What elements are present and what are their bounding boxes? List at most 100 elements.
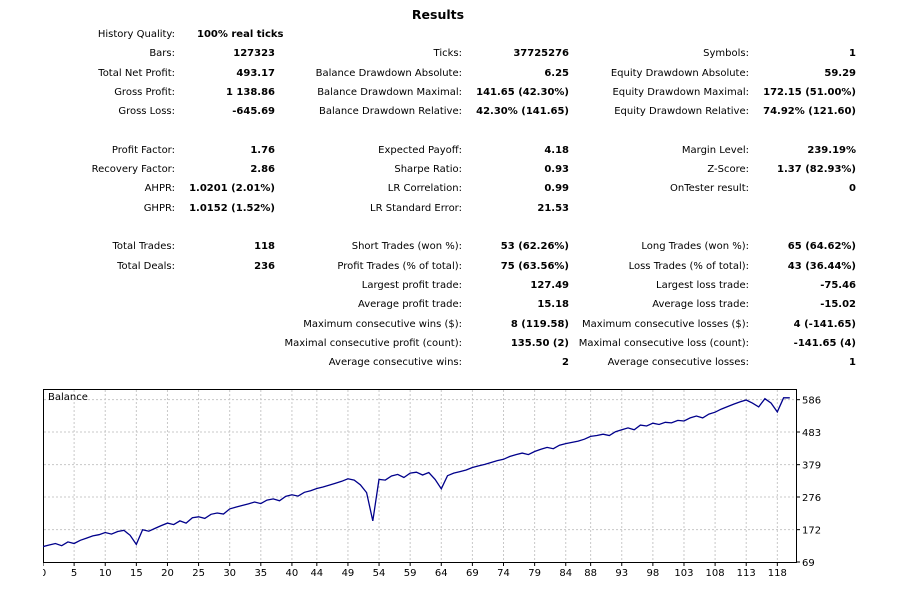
c2-value: 21.53 bbox=[537, 202, 569, 214]
history-quality-value: 100% real ticks bbox=[197, 29, 284, 40]
c2-value: 0.93 bbox=[544, 164, 569, 176]
results-row: Average profit trade: 15.18 Average loss t… bbox=[0, 298, 900, 312]
chart-plot-frame bbox=[43, 389, 797, 563]
x-tick-label: 35 bbox=[254, 568, 267, 579]
c1-label: GHPR: bbox=[143, 202, 175, 214]
c1-value: 2.86 bbox=[250, 164, 275, 176]
c3-value: 59.29 bbox=[824, 67, 856, 79]
x-tick-label: 10 bbox=[99, 568, 112, 579]
results-row: Total Deals: 236 Profit Trades (% of total… bbox=[0, 260, 900, 274]
c2-value: 127.49 bbox=[530, 279, 569, 291]
c3-label: Symbols: bbox=[703, 48, 749, 60]
c3-label: Average consecutive losses: bbox=[607, 357, 749, 369]
c3-value: 65 (64.62%) bbox=[787, 241, 856, 253]
c3-value: 4 (-141.65) bbox=[793, 318, 856, 330]
c3-label: Maximum consecutive losses ($): bbox=[582, 318, 749, 330]
c2-value: 4.18 bbox=[544, 144, 569, 156]
c2-label: Short Trades (won %): bbox=[351, 241, 462, 253]
x-tick-label: 64 bbox=[435, 568, 448, 579]
c1-label: Total Deals: bbox=[117, 260, 175, 272]
c3-value: 172.15 (51.00%) bbox=[763, 86, 856, 98]
c1-value: 236 bbox=[254, 260, 275, 272]
c1-value: 1.0201 (2.01%) bbox=[189, 183, 275, 195]
c3-value: 43 (36.44%) bbox=[787, 260, 856, 272]
results-row: Gross Loss: -645.69 Balance Drawdown Relat… bbox=[0, 105, 900, 119]
x-tick-label: 69 bbox=[466, 568, 479, 579]
c3-label: Z-Score: bbox=[707, 164, 749, 176]
c3-value: -75.46 bbox=[820, 279, 856, 291]
c3-value: 0 bbox=[849, 183, 856, 195]
c2-label: Average consecutive wins: bbox=[328, 357, 462, 369]
x-tick-label: 0 bbox=[43, 568, 46, 579]
c2-label: Expected Payoff: bbox=[378, 144, 462, 156]
c3-value: 74.92% (121.60) bbox=[763, 106, 856, 118]
c1-value: 1 138.86 bbox=[225, 86, 275, 98]
x-axis: 0 5 10 15 20 25 30 35 40 44 49 54 59 64 69 74 79 84 88 93 98… bbox=[43, 562, 787, 579]
c2-label: Balance Drawdown Relative: bbox=[318, 106, 462, 118]
c1-label: Gross Loss: bbox=[118, 106, 175, 118]
c3-value: 1.37 (82.93%) bbox=[777, 164, 856, 176]
c2-value: 53 (62.26%) bbox=[500, 241, 569, 253]
x-tick-label: 108 bbox=[706, 568, 725, 579]
c3-value: -141.65 (4) bbox=[793, 337, 856, 349]
x-tick-label: 79 bbox=[528, 568, 541, 579]
x-tick-label: 20 bbox=[161, 568, 174, 579]
y-tick-label: 586 bbox=[802, 396, 821, 407]
x-tick-label: 74 bbox=[497, 568, 510, 579]
c2-value: 37725276 bbox=[513, 48, 569, 60]
x-tick-label: 54 bbox=[373, 568, 386, 579]
c2-value: 8 (119.58) bbox=[510, 318, 569, 330]
c3-value: 1 bbox=[849, 48, 856, 60]
c1-label: Recovery Factor: bbox=[91, 164, 175, 176]
c2-value: 75 (63.56%) bbox=[500, 260, 569, 272]
c1-value: 1.0152 (1.52%) bbox=[189, 202, 275, 214]
c2-value: 0.99 bbox=[544, 183, 569, 195]
c2-value: 6.25 bbox=[544, 67, 569, 79]
c3-label: Equity Drawdown Maximal: bbox=[612, 86, 749, 98]
c1-label: Gross Profit: bbox=[114, 86, 175, 98]
results-row: Bars: 127323 Ticks: 37725276 Symbols: 1 bbox=[0, 47, 900, 61]
results-row: Largest profit trade: 127.49 Largest loss … bbox=[0, 279, 900, 293]
c1-label: Total Net Profit: bbox=[98, 67, 175, 79]
history-quality-row: History Quality: 100% real ticks bbox=[0, 28, 900, 42]
c2-label: LR Standard Error: bbox=[370, 202, 462, 214]
results-row: Total Net Profit: 493.17 Balance Drawdown … bbox=[0, 67, 900, 81]
x-tick-label: 30 bbox=[223, 568, 236, 579]
c3-label: Margin Level: bbox=[681, 144, 749, 156]
c3-label: Maximal consecutive loss (count): bbox=[578, 337, 749, 349]
chart-grid bbox=[44, 390, 796, 562]
results-row: Recovery Factor: 2.86 Sharpe Ratio: 0.93 Z-S… bbox=[0, 163, 900, 177]
c2-value: 15.18 bbox=[537, 299, 569, 311]
results-row: GHPR: 1.0152 (1.52%) LR Standard Error: 21.… bbox=[0, 202, 900, 216]
c3-value: -15.02 bbox=[820, 299, 856, 311]
c1-value: -645.69 bbox=[232, 106, 275, 118]
c2-label: Maximal consecutive profit (count): bbox=[284, 337, 462, 349]
balance-chart: 0 5 10 15 20 25 30 35 40 44 49 54 59 64 69 74 79 84 88 93 98… bbox=[43, 389, 821, 579]
x-tick-label: 93 bbox=[615, 568, 628, 579]
x-tick-label: 25 bbox=[192, 568, 205, 579]
c3-value: 239.19% bbox=[807, 144, 856, 156]
c2-value: 141.65 (42.30%) bbox=[476, 86, 569, 98]
c3-value: 1 bbox=[849, 357, 856, 369]
results-row: Average consecutive wins: 2 Average consec… bbox=[0, 356, 900, 370]
x-tick-label: 15 bbox=[130, 568, 143, 579]
page-title: Results bbox=[411, 7, 465, 22]
c3-label: Equity Drawdown Relative: bbox=[614, 106, 749, 118]
y-tick-label: 276 bbox=[802, 493, 821, 504]
history-quality-label: History Quality: bbox=[97, 29, 175, 40]
c1-label: AHPR: bbox=[144, 183, 175, 195]
results-row: Profit Factor: 1.76 Expected Payoff: 4.18 Ma… bbox=[0, 144, 900, 158]
c1-label: Profit Factor: bbox=[111, 144, 175, 156]
c1-value: 118 bbox=[254, 241, 275, 253]
x-tick-label: 113 bbox=[737, 568, 756, 579]
c2-label: LR Correlation: bbox=[387, 183, 462, 195]
results-row: Maximum consecutive wins ($): 8 (119.58) M… bbox=[0, 318, 900, 332]
x-tick-label: 103 bbox=[674, 568, 693, 579]
x-tick-label: 44 bbox=[310, 568, 323, 579]
c2-label: Balance Drawdown Absolute: bbox=[315, 67, 462, 79]
y-tick-label: 172 bbox=[802, 526, 821, 537]
x-tick-label: 84 bbox=[559, 568, 572, 579]
x-tick-label: 49 bbox=[342, 568, 355, 579]
c2-value: 135.50 (2) bbox=[510, 337, 569, 349]
c3-label: Long Trades (won %): bbox=[641, 241, 749, 253]
